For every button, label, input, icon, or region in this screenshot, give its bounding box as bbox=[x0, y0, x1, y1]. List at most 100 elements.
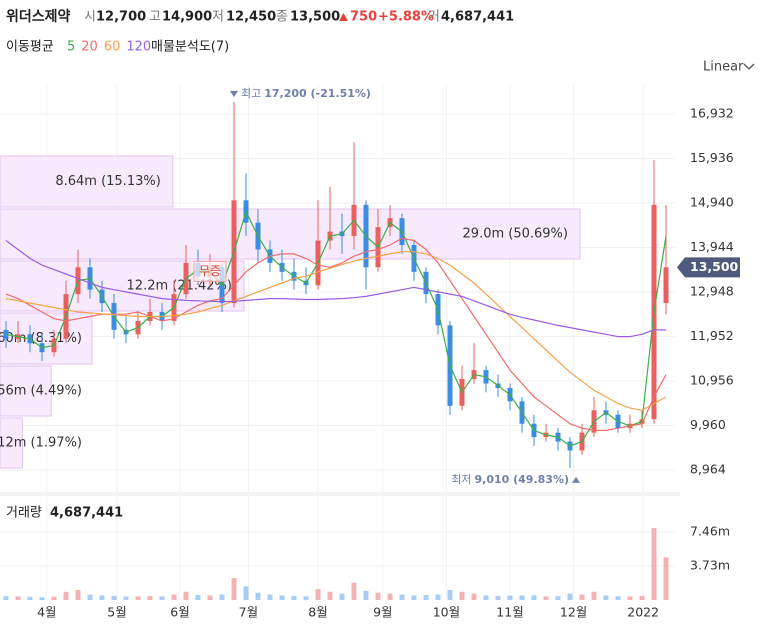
y-tick-label: 9,960 bbox=[690, 417, 726, 432]
profile-label: 8.64m (15.13%) bbox=[55, 174, 160, 189]
profile-label: 매물분석도(7) bbox=[151, 40, 229, 55]
volume-bar bbox=[507, 595, 513, 600]
scale-label[interactable]: Linear bbox=[703, 60, 744, 75]
y-tick-label: 14,940 bbox=[690, 194, 734, 209]
profile-label: 1.12m (1.97%) bbox=[0, 435, 82, 450]
volume-bar bbox=[3, 596, 9, 600]
volume-bar bbox=[27, 596, 33, 600]
volume-bar bbox=[195, 594, 201, 600]
ma-legend: 60 bbox=[104, 40, 121, 55]
volume-bar bbox=[579, 594, 585, 600]
event-label: 무증 bbox=[199, 264, 221, 278]
quote-label: 저 bbox=[212, 10, 224, 25]
volume-bar bbox=[483, 595, 489, 600]
volume-bar bbox=[555, 596, 561, 600]
volume-bar bbox=[99, 595, 105, 600]
volume-bar bbox=[243, 586, 249, 600]
volume-bar bbox=[387, 593, 393, 600]
volume-bar bbox=[411, 595, 417, 600]
volume-bar bbox=[267, 594, 273, 600]
ma-legend: 120 bbox=[126, 40, 151, 55]
volume-bar bbox=[87, 594, 93, 600]
ma-line bbox=[5, 251, 667, 411]
volume-bar bbox=[663, 557, 669, 600]
volume-bar bbox=[471, 593, 477, 600]
last-price-label: 13,500 bbox=[690, 259, 739, 274]
x-tick-label: 5월 bbox=[107, 605, 126, 620]
volume-bar bbox=[603, 595, 609, 600]
ma-line bbox=[5, 240, 666, 338]
y-tick-label: 10,956 bbox=[690, 372, 734, 387]
x-tick-label: 11월 bbox=[496, 605, 523, 620]
volume-tick-label: 7.46m bbox=[690, 524, 730, 539]
change-percent: +5.88% bbox=[378, 10, 434, 25]
high-annotation: 최고 17,200 (-21.51%) bbox=[241, 87, 371, 100]
y-tick-label: 11,952 bbox=[690, 328, 734, 343]
chevron[interactable] bbox=[743, 63, 755, 70]
volume-bar bbox=[63, 591, 69, 600]
volume-bar bbox=[459, 591, 465, 600]
quote-value: 13,500 bbox=[290, 10, 340, 25]
x-tick-label: 12월 bbox=[560, 605, 587, 620]
volume-bar bbox=[159, 596, 165, 600]
volume-bar bbox=[183, 591, 189, 600]
volume-bar bbox=[423, 594, 429, 600]
y-tick-label: 16,932 bbox=[690, 105, 734, 120]
price-plot: 1.12m (1.97%)2.56m (4.49%)4.60m (8.31%)1… bbox=[0, 102, 669, 469]
header: 위더스제약 시 12,700 고 14,900 저 12,450 종 13,50… bbox=[6, 8, 755, 75]
volume-bar bbox=[123, 596, 129, 600]
low-marker bbox=[572, 476, 580, 483]
volume-bar bbox=[303, 596, 309, 600]
y-tick-label: 12,948 bbox=[690, 283, 734, 298]
volume-bar bbox=[519, 595, 525, 600]
volume-value: 4,687,441 bbox=[441, 10, 514, 25]
volume-bar bbox=[75, 589, 81, 600]
volume-bar bbox=[135, 596, 141, 600]
ma-line bbox=[5, 209, 667, 447]
event-box bbox=[193, 260, 227, 282]
x-tick-label: 4월 bbox=[37, 605, 56, 620]
profile-label: 29.0m (50.69%) bbox=[463, 226, 568, 241]
scale-dropdown[interactable]: Linear bbox=[703, 60, 755, 75]
profile-bar bbox=[0, 365, 52, 417]
volume-bar bbox=[627, 596, 633, 600]
volume-bar bbox=[351, 582, 357, 600]
low-label: 최저 bbox=[451, 473, 471, 486]
high-text: 17,200 (-21.51%) bbox=[264, 87, 371, 100]
volume-bar bbox=[219, 594, 225, 600]
ma-line bbox=[5, 237, 667, 431]
y-tick-label: 15,936 bbox=[690, 150, 734, 165]
volume-bar bbox=[231, 578, 237, 600]
profile-label: 12.2m (21.42%) bbox=[127, 279, 232, 294]
volume-bar bbox=[531, 595, 537, 600]
volume-bar bbox=[435, 594, 441, 600]
y-tick-label: 8,964 bbox=[690, 461, 726, 476]
volume-bar bbox=[363, 590, 369, 600]
quote-label: 시 bbox=[84, 10, 96, 25]
change: 750 bbox=[350, 10, 377, 25]
x-tick-label: 9월 bbox=[373, 605, 392, 620]
profile-bar bbox=[0, 208, 581, 260]
quote-value: 14,900 bbox=[162, 10, 212, 25]
volume-bar bbox=[339, 593, 345, 600]
quote-value: 12,700 bbox=[96, 10, 146, 25]
volume-bar bbox=[543, 596, 549, 600]
volume-bar bbox=[291, 595, 297, 600]
volume-bar bbox=[375, 592, 381, 600]
x-tick-label: 8월 bbox=[308, 605, 327, 620]
volume-bar bbox=[15, 596, 21, 600]
stock-name: 위더스제약 bbox=[6, 8, 71, 25]
volume-bar bbox=[399, 594, 405, 600]
volume-bar bbox=[567, 593, 573, 600]
volume-last: 4,687,441 bbox=[50, 506, 123, 521]
low-text: 9,010 (49.83%) bbox=[475, 473, 570, 486]
profile-bar bbox=[0, 417, 23, 469]
volume-bar bbox=[651, 528, 657, 600]
volume-bar bbox=[327, 591, 333, 600]
last-price-tag bbox=[677, 257, 740, 278]
ma-label: 이동평균 bbox=[6, 40, 54, 55]
panel-divider bbox=[0, 492, 680, 496]
volume-bar bbox=[207, 595, 213, 600]
